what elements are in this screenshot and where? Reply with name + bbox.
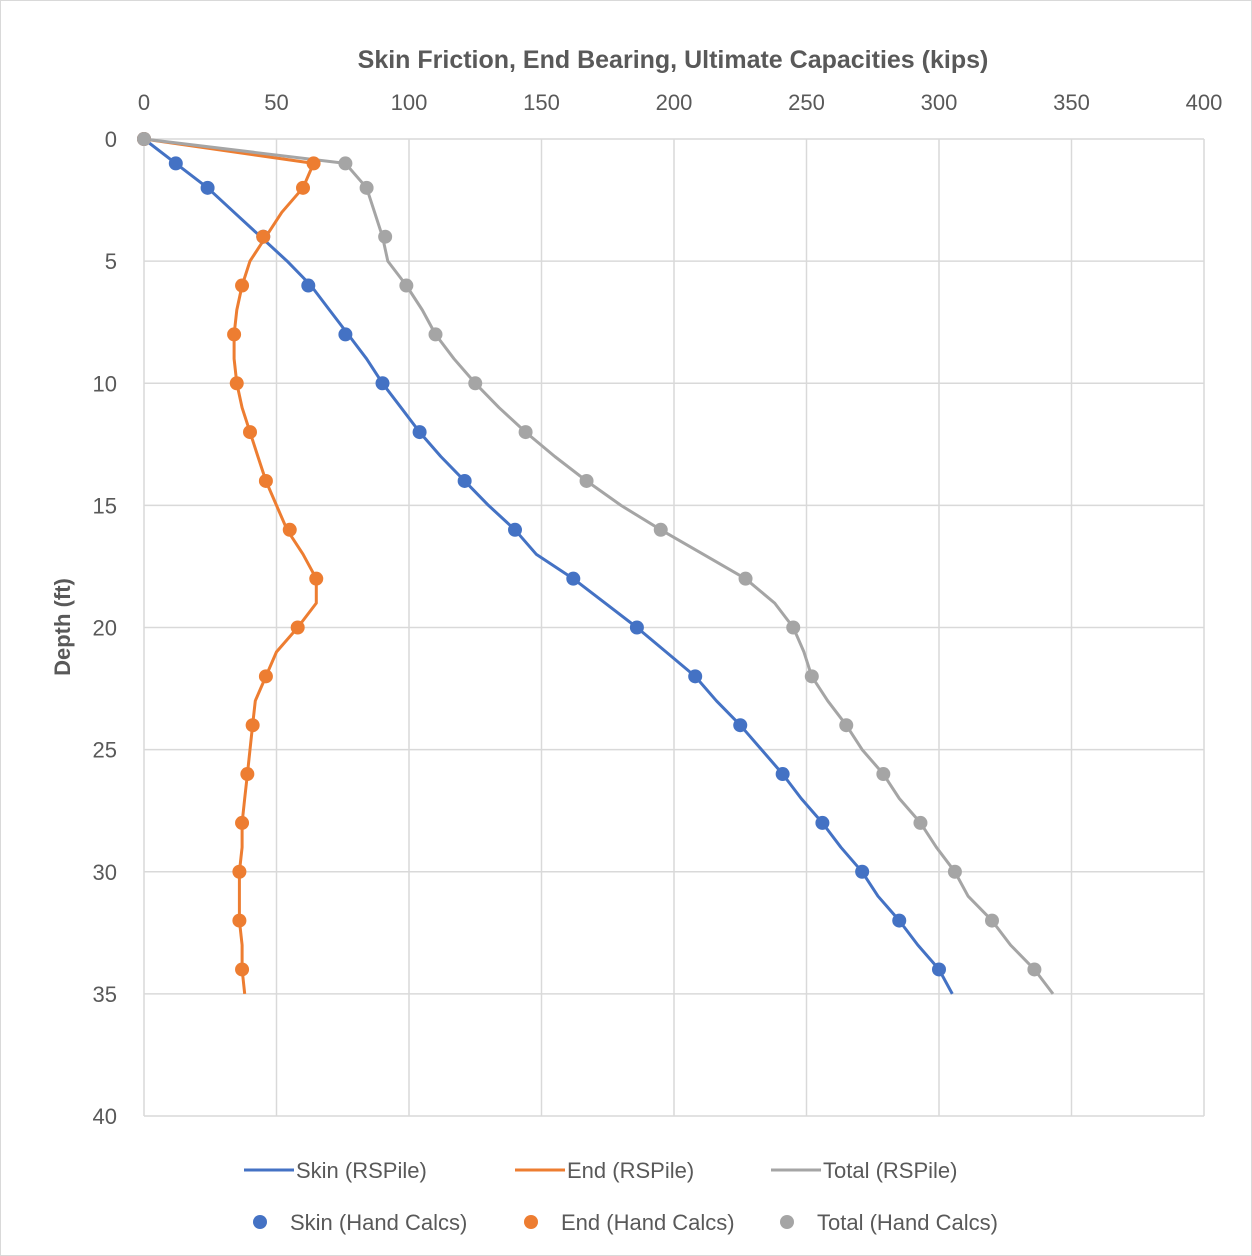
y-tick-label: 30 xyxy=(93,860,117,885)
data-point-total-hand-calcs xyxy=(1027,962,1042,977)
legend-label-skin-rspile: Skin (RSPile) xyxy=(296,1158,427,1183)
y-tick-label: 20 xyxy=(93,616,117,641)
data-point-skin-hand-calcs xyxy=(892,913,907,928)
data-point-total-hand-calcs xyxy=(985,913,999,928)
x-tick-label: 250 xyxy=(788,90,825,115)
series-markers xyxy=(137,132,1042,977)
legend-label-end-hand-calcs: End (Hand Calcs) xyxy=(561,1210,735,1235)
series-lines xyxy=(143,137,1055,995)
x-tick-label: 50 xyxy=(264,90,288,115)
series-line-end-rspile xyxy=(143,137,318,995)
data-point-total-hand-calcs xyxy=(518,425,533,440)
data-point-total-hand-calcs xyxy=(378,229,393,244)
data-point-total-hand-calcs xyxy=(579,473,594,488)
data-point-skin-hand-calcs xyxy=(815,815,830,830)
x-tick-label: 0 xyxy=(138,90,150,115)
data-point-end-hand-calcs xyxy=(258,669,273,684)
x-tick-label: 350 xyxy=(1053,90,1090,115)
y-tick-label: 35 xyxy=(93,982,117,1007)
data-point-end-hand-calcs xyxy=(243,425,257,440)
data-point-skin-hand-calcs xyxy=(932,962,946,977)
data-point-skin-hand-calcs xyxy=(855,864,870,879)
chart-title: Skin Friction, End Bearing, Ultimate Cap… xyxy=(358,46,989,74)
legend-swatch-end-hand-calcs xyxy=(524,1215,538,1229)
data-point-total-hand-calcs xyxy=(468,376,483,391)
data-point-skin-hand-calcs xyxy=(629,620,644,635)
data-point-skin-hand-calcs xyxy=(338,327,353,342)
data-point-total-hand-calcs xyxy=(653,522,668,537)
legend-swatch-total-hand-calcs xyxy=(780,1215,794,1229)
y-tick-label: 15 xyxy=(93,493,117,518)
y-tick-label: 10 xyxy=(93,371,117,396)
data-point-end-hand-calcs xyxy=(232,864,247,879)
legend-swatch-skin-hand-calcs xyxy=(253,1215,267,1229)
data-point-skin-hand-calcs xyxy=(412,425,427,440)
x-tick-labels: 0 50 100 150 200 250 300 350 400 xyxy=(138,90,1222,115)
legend-label-total-hand-calcs: Total (Hand Calcs) xyxy=(817,1210,998,1235)
data-point-skin-hand-calcs xyxy=(301,278,316,293)
data-point-end-hand-calcs xyxy=(309,571,324,586)
y-tick-labels: 0 5 10 15 20 25 30 35 40 xyxy=(93,127,117,1129)
data-point-end-hand-calcs xyxy=(245,718,260,733)
data-point-end-hand-calcs xyxy=(240,767,255,782)
x-tick-label: 400 xyxy=(1186,90,1223,115)
data-point-total-hand-calcs xyxy=(738,571,753,586)
data-point-end-hand-calcs xyxy=(258,473,273,488)
x-tick-label: 150 xyxy=(523,90,560,115)
data-point-skin-hand-calcs xyxy=(375,376,390,391)
gridlines xyxy=(143,138,1205,1117)
data-point-end-hand-calcs xyxy=(235,815,250,830)
legend-label-end-rspile: End (RSPile) xyxy=(567,1158,694,1183)
legend-label-skin-hand-calcs: Skin (Hand Calcs) xyxy=(290,1210,467,1235)
data-point-end-hand-calcs xyxy=(229,376,244,391)
data-point-skin-hand-calcs xyxy=(508,522,522,537)
series-line-total-rspile xyxy=(143,137,1055,995)
x-tick-label: 300 xyxy=(921,90,958,115)
y-tick-label: 25 xyxy=(93,738,117,763)
legend-label-total-rspile: Total (RSPile) xyxy=(823,1158,957,1183)
data-point-end-hand-calcs xyxy=(235,278,250,293)
data-point-skin-hand-calcs xyxy=(688,669,703,684)
data-point-end-hand-calcs xyxy=(232,913,247,928)
y-tick-label: 0 xyxy=(105,127,117,152)
data-point-skin-hand-calcs xyxy=(200,180,215,195)
data-point-skin-hand-calcs xyxy=(168,156,183,171)
data-point-end-hand-calcs xyxy=(256,229,271,244)
x-tick-label: 200 xyxy=(656,90,693,115)
data-point-skin-hand-calcs xyxy=(733,718,748,733)
y-tick-label: 40 xyxy=(93,1104,117,1129)
data-point-end-hand-calcs xyxy=(235,962,250,977)
data-point-total-hand-calcs xyxy=(804,669,819,684)
data-point-end-hand-calcs xyxy=(296,180,310,195)
series-line-skin-rspile xyxy=(143,137,954,995)
data-point-skin-hand-calcs xyxy=(566,571,581,586)
legend: Skin (RSPile) End (RSPile) Total (RSPile) S… xyxy=(244,1158,998,1235)
data-point-total-hand-calcs xyxy=(338,156,353,171)
data-point-total-hand-calcs xyxy=(786,620,801,635)
data-point-total-hand-calcs xyxy=(839,718,854,733)
data-point-total-hand-calcs xyxy=(913,815,928,830)
data-point-end-hand-calcs xyxy=(290,620,305,635)
data-point-end-hand-calcs xyxy=(306,156,321,171)
y-tick-label: 5 xyxy=(105,249,117,274)
x-tick-label: 100 xyxy=(391,90,428,115)
data-point-total-hand-calcs xyxy=(428,327,443,342)
data-point-end-hand-calcs xyxy=(282,522,297,537)
data-point-total-hand-calcs xyxy=(137,132,151,146)
y-axis-title: Depth (ft) xyxy=(50,578,75,676)
data-point-skin-hand-calcs xyxy=(457,473,472,488)
data-point-total-hand-calcs xyxy=(876,767,891,782)
data-point-total-hand-calcs xyxy=(399,278,414,293)
data-point-end-hand-calcs xyxy=(227,327,242,342)
data-point-total-hand-calcs xyxy=(947,864,962,879)
data-point-skin-hand-calcs xyxy=(775,767,790,782)
data-point-total-hand-calcs xyxy=(359,180,374,195)
